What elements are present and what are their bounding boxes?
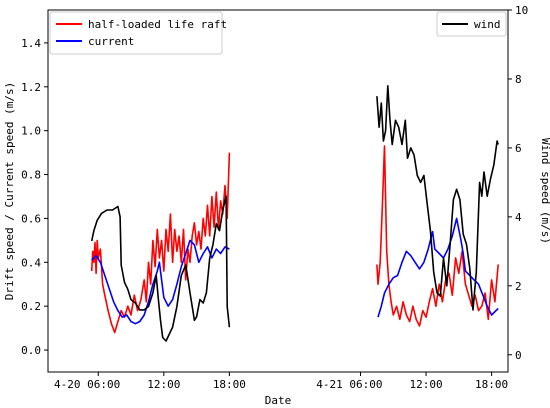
plot-frame <box>47 9 509 373</box>
legend-right: wind <box>436 11 507 37</box>
legend-label-wind: wind <box>474 18 501 31</box>
right-y-axis: 0 2 4 6 8 10 <box>508 4 528 362</box>
series-layer <box>90 85 499 342</box>
left-y-tick-label: 0.0 <box>21 344 41 357</box>
series-line-half-loaded-life-raft-2 <box>376 145 499 327</box>
left-y-tick-label: 0.2 <box>21 300 41 313</box>
series-line-current-1 <box>91 239 230 325</box>
left-y-tick-label: 1.2 <box>21 81 41 94</box>
x-tick-label: 4-20 06:00 <box>54 378 120 391</box>
x-tick-label: 4-21 06:00 <box>316 378 382 391</box>
x-tick-label: 18:00 <box>475 378 508 391</box>
right-y-tick-label: 2 <box>515 280 522 293</box>
left-y-tick-label: 1.4 <box>21 37 41 50</box>
x-tick-label: 12:00 <box>147 378 180 391</box>
left-y-axis-label: Drift speed / Current speed (m/s) <box>3 82 16 301</box>
x-tick-label: 18:00 <box>213 378 246 391</box>
left-y-tick-label: 1.0 <box>21 125 41 138</box>
right-y-axis-label: Wind speed (m/s) <box>539 138 550 244</box>
legend-left: half-loaded life raft current <box>49 11 227 55</box>
legend-label-raft: half-loaded life raft <box>88 18 227 31</box>
series-line-wind-1 <box>90 195 231 342</box>
left-y-tick-label: 0.4 <box>21 256 41 269</box>
left-y-axis: 0.0 0.2 0.4 0.6 0.8 1.0 1.2 1.4 <box>21 37 48 357</box>
right-y-tick-label: 0 <box>515 349 522 362</box>
right-y-tick-label: 6 <box>515 142 522 155</box>
x-axis-label: Date <box>265 394 292 407</box>
left-y-tick-label: 0.8 <box>21 169 41 182</box>
series-line-half-loaded-life-raft-1 <box>90 152 231 334</box>
legend-left-box <box>49 11 223 55</box>
left-y-tick-label: 0.6 <box>21 212 41 225</box>
legend-right-box <box>436 11 507 37</box>
right-y-tick-label: 8 <box>515 73 522 86</box>
x-axis: 4-20 06:00 12:00 18:00 4-21 06:00 12:00 18:00 <box>54 372 508 391</box>
series-line-wind-2 <box>376 85 499 311</box>
x-tick-label: 12:00 <box>409 378 442 391</box>
legend-label-current: current <box>88 35 134 48</box>
series-line-current-2 <box>377 217 499 318</box>
right-y-tick-label: 10 <box>515 4 528 17</box>
right-y-tick-label: 4 <box>515 211 522 224</box>
